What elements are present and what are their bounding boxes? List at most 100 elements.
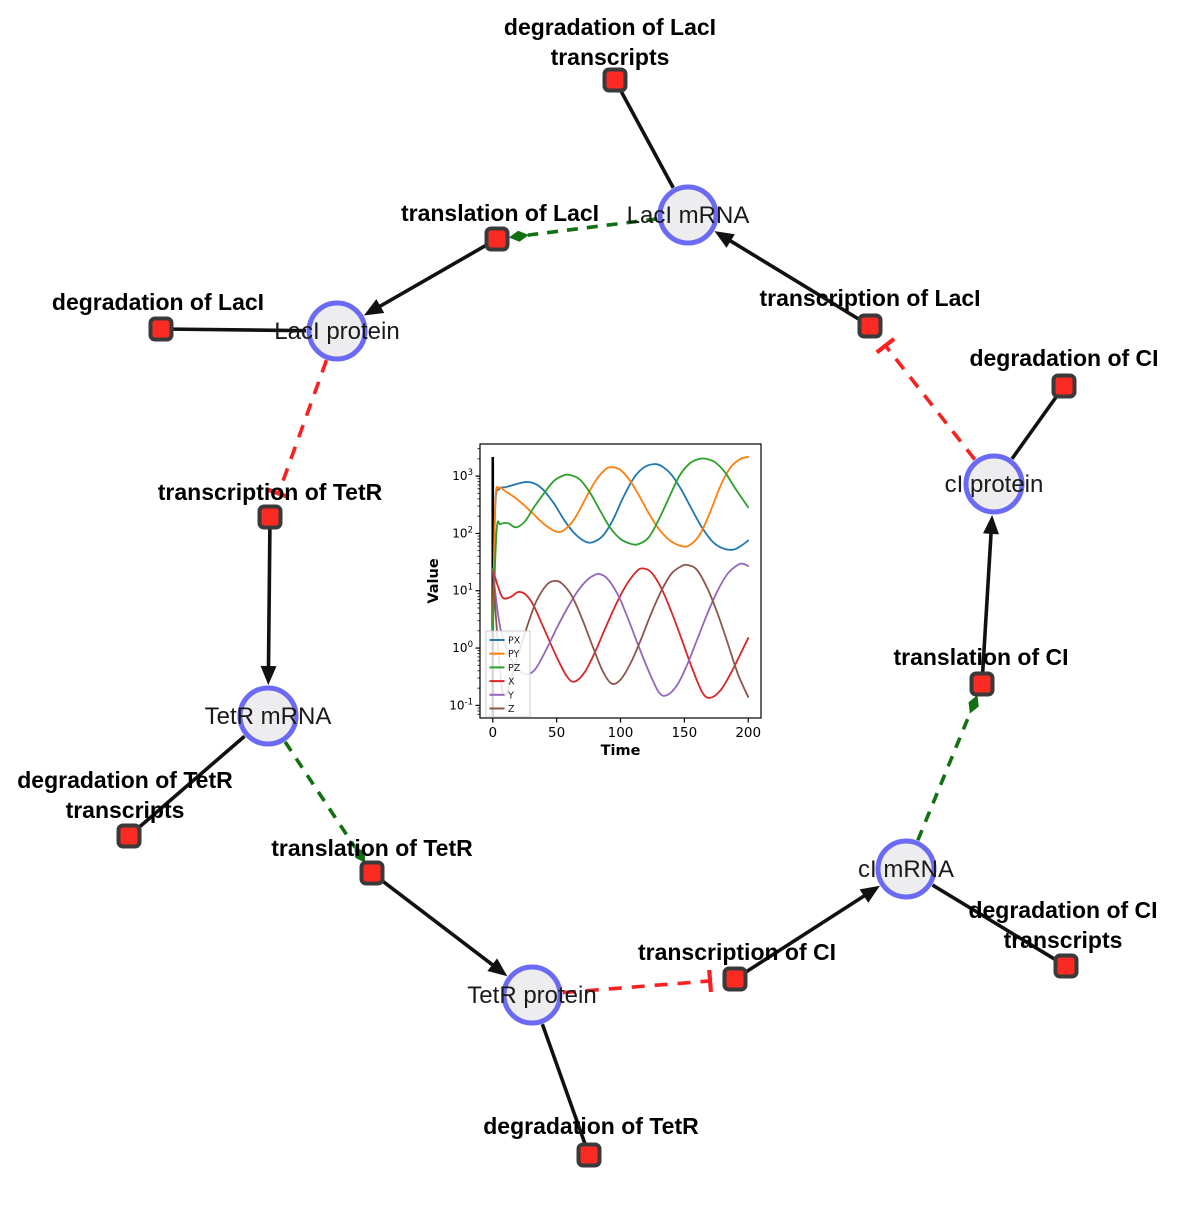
species-node-ci-mrna[interactable]: [875, 838, 937, 900]
reaction-node-transcription-laci[interactable]: [857, 313, 883, 339]
reaction-node-deg-tetr[interactable]: [576, 1142, 602, 1168]
activation-dashed-line: [283, 740, 357, 849]
reaction-node-deg-tetr-tx[interactable]: [116, 823, 142, 849]
reaction-label-translation-laci: translation of LacI: [401, 200, 599, 226]
arrowhead-icon: [260, 665, 277, 686]
reaction-label-translation-tetr: translation of TetR: [271, 835, 473, 861]
reaction-node-translation-ci[interactable]: [969, 671, 995, 697]
reaction-label-deg-laci: degradation of LacI: [52, 289, 264, 315]
reaction-label-transcription-tetr: transcription of TetR: [158, 479, 383, 505]
production-line: [980, 529, 994, 673]
y-axis-tick-label: 100: [452, 640, 473, 655]
species-label-ci-protein: cI protein: [945, 471, 1044, 498]
arrowhead-icon: [487, 958, 508, 977]
edge-translation-ci-to-ci-protein: [980, 514, 999, 673]
reaction-node-deg-ci[interactable]: [1051, 373, 1077, 399]
edge-tetr-protein-to-deg-tetr: [540, 1023, 587, 1145]
series-path-PZ: [491, 457, 750, 632]
edge-tetr-mrna-to-translation-tetr: [283, 740, 366, 863]
consumption-line: [136, 734, 246, 830]
species-node-tetr-protein[interactable]: [501, 964, 563, 1026]
consumption-line: [931, 883, 1057, 962]
series-path-PX: [491, 463, 750, 632]
x-axis-label: Time: [601, 743, 641, 759]
inhibition-tbar-icon: [707, 969, 714, 993]
species-node-tetr-mrna[interactable]: [237, 685, 299, 747]
edge-tetr-protein-to-transcription-ci: [562, 969, 714, 995]
edge-translation-tetr-to-tetr-protein: [380, 878, 508, 977]
reaction-node-transcription-tetr[interactable]: [257, 504, 283, 530]
reaction-label-transcription-laci: transcription of LacI: [759, 285, 980, 311]
reaction-node-deg-ci-tx[interactable]: [1053, 953, 1079, 979]
consumption-line: [540, 1023, 587, 1145]
legend-entry-Y: Y: [507, 690, 514, 701]
edge-transcription-laci-to-laci-mrna: [714, 231, 861, 322]
y-axis-tick-label: 103: [452, 468, 473, 483]
reaction-node-transcription-ci[interactable]: [722, 966, 748, 992]
labels-layer: degradation of LacI transcripts translatio…: [17, 14, 1158, 1139]
reaction-node-translation-laci[interactable]: [484, 226, 510, 252]
reaction-label-transcription-ci: transcription of CI: [638, 939, 836, 965]
reaction-node-translation-tetr[interactable]: [359, 860, 385, 886]
production-line: [266, 528, 272, 671]
legend-box: [485, 630, 531, 718]
edge-transcription-ci-to-ci-mrna: [744, 885, 880, 975]
edge-ci-mrna-to-deg-ci-tx: [931, 883, 1057, 962]
x-axis-tick-label: 150: [671, 725, 697, 741]
species-node-laci-mrna[interactable]: [657, 184, 719, 246]
reaction-label-translation-ci: translation of CI: [893, 644, 1068, 670]
arrowhead-icon: [859, 885, 880, 903]
consumption-line: [619, 89, 675, 189]
legend-entry-X: X: [508, 677, 515, 688]
arrowhead-icon: [983, 514, 999, 535]
y-axis-tick-label: 10-1: [449, 697, 473, 712]
production-line: [726, 237, 861, 322]
production-line: [380, 878, 497, 969]
inhibition-tbar-icon: [875, 337, 896, 355]
edge-laci-protein-to-deg-laci: [172, 327, 307, 333]
consumption-line: [172, 327, 307, 333]
reaction-label-deg-tetr: degradation of TetR: [483, 1113, 699, 1139]
edge-laci-mrna-to-translation-laci: [508, 217, 658, 242]
reaction-node-deg-laci[interactable]: [148, 316, 174, 342]
species-label-laci-mrna: LacI mRNA: [627, 202, 750, 229]
activation-dashed-line: [916, 711, 972, 842]
legend-entry-PZ: PZ: [508, 663, 521, 674]
species-label-ci-mrna: cI mRNA: [858, 856, 954, 883]
activation-arrowhead-icon: [968, 695, 979, 714]
y-axis-tick-label: 101: [452, 583, 473, 598]
inhibition-dashed-line: [562, 979, 711, 995]
y-axis-tick-label: 102: [452, 525, 473, 540]
edge-ci-protein-to-transcription-laci: [875, 337, 977, 461]
species-label-laci-protein: LacI protein: [274, 318, 399, 345]
legend-entry-PX: PX: [508, 636, 521, 647]
y-axis-label: Value: [426, 558, 442, 604]
x-axis-tick-label: 100: [608, 725, 634, 741]
reaction-label-deg-laci-tx: degradation of LacI transcripts: [504, 14, 716, 70]
species-label-tetr-mrna: TetR mRNA: [205, 703, 332, 730]
reaction-label-deg-ci: degradation of CI: [969, 345, 1158, 371]
species-node-ci-protein[interactable]: [963, 453, 1025, 515]
reaction-node-deg-laci-tx[interactable]: [602, 67, 628, 93]
production-line: [375, 243, 488, 310]
activation-arrowhead-icon: [354, 846, 366, 863]
species-label-tetr-protein: TetR protein: [467, 982, 596, 1009]
edge-translation-laci-to-laci-protein: [363, 243, 488, 316]
activation-dashed-line: [527, 217, 658, 237]
x-axis-tick-label: 0: [488, 725, 497, 741]
activation-arrowhead-icon: [508, 230, 529, 242]
inhibition-dashed-line: [884, 344, 977, 461]
edge-transcription-tetr-to-tetr-mrna: [260, 528, 277, 686]
arrowhead-icon: [714, 231, 735, 248]
species-nodes-layer: [237, 184, 1025, 1026]
plot-border: [479, 443, 762, 719]
edges-layer: [136, 89, 1059, 1145]
series-path-X: [491, 567, 750, 699]
edge-laci-protein-to-transcription-tetr: [267, 359, 329, 500]
species-node-laci-protein[interactable]: [306, 300, 368, 362]
consumption-line: [1010, 394, 1059, 460]
edge-ci-mrna-to-translation-ci: [916, 695, 979, 842]
